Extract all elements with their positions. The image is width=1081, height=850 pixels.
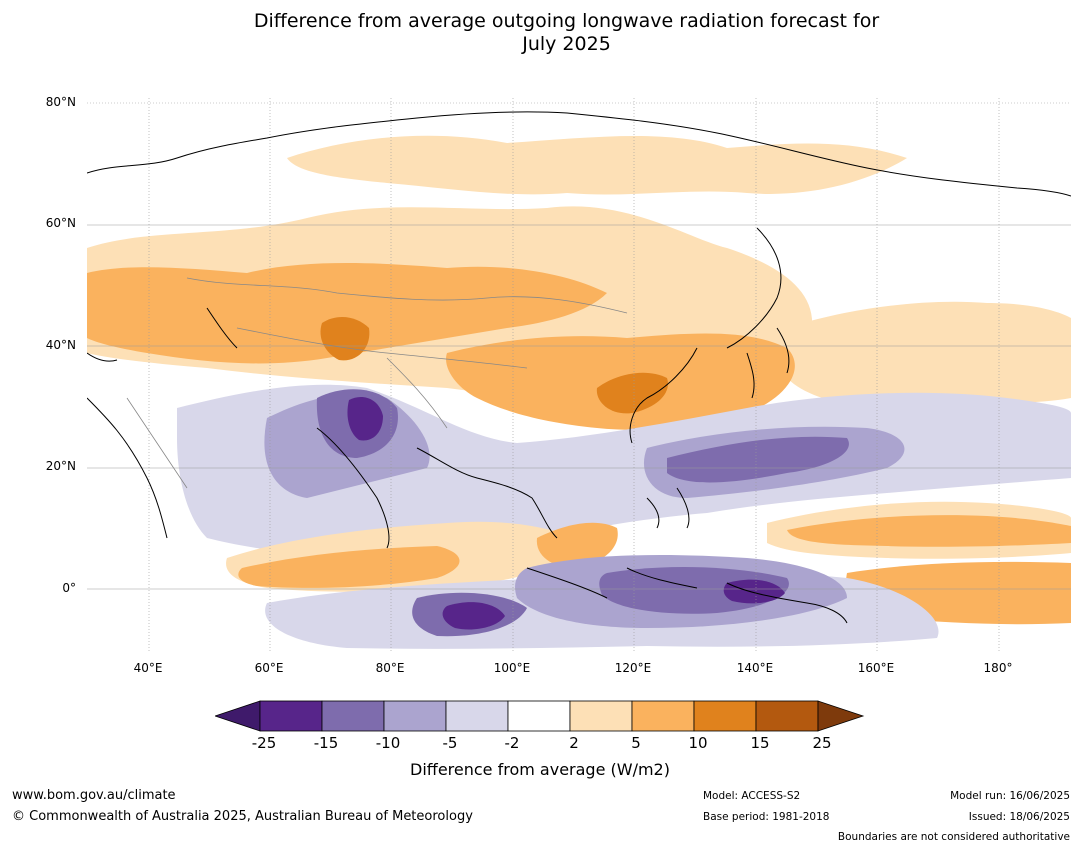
lat-label-40n: 40°N (45, 338, 76, 352)
colorbar-swatch (259, 700, 323, 732)
model-name: Model: ACCESS-S2 (703, 790, 801, 802)
copyright-text: © Commonwealth of Australia 2025, Austra… (12, 809, 473, 824)
anomaly-map (86, 97, 1072, 652)
colorbar-swatch (445, 700, 509, 732)
title-line-2: July 2025 (522, 33, 611, 55)
colorbar-swatch (631, 700, 695, 732)
lon-label-180: 180° (983, 661, 1013, 675)
anomaly-region-mid-purple-pacific (667, 436, 849, 483)
anomaly-region-dark-orange-china (596, 372, 668, 414)
lon-label-100e: 100°E (493, 661, 531, 675)
boundaries-disclaimer: Boundaries are not considered authoritat… (837, 831, 1070, 843)
colorbar-label: 10 (688, 734, 708, 752)
colorbar-label: -10 (375, 734, 401, 752)
anomaly-region-light-orange-arctic (287, 135, 907, 195)
lat-label-60n: 60°N (45, 216, 76, 230)
lon-label-40e: 40°E (133, 661, 163, 675)
lon-label-140e: 140°E (736, 661, 774, 675)
colorbar-label: -15 (313, 734, 339, 752)
colorbar-label: -2 (504, 734, 520, 752)
website-link[interactable]: www.bom.gov.au/climate (12, 788, 176, 803)
map-canvas (87, 98, 1071, 651)
colorbar-swatch (321, 700, 385, 732)
colorbar-arrow-low (213, 700, 261, 732)
colorbar-swatch (755, 700, 819, 732)
base-period: Base period: 1981-2018 (703, 811, 830, 823)
anomaly-region-light-orange-pacific (787, 301, 1071, 405)
colorbar (213, 700, 867, 732)
colorbar-swatch (383, 700, 447, 732)
lon-label-60e: 60°E (254, 661, 284, 675)
lat-label-80n: 80°N (45, 95, 76, 109)
colorbar-swatch (569, 700, 633, 732)
anomaly-region-orange-south-china-sea (536, 522, 618, 568)
lat-label-0: 0° (62, 581, 76, 595)
anomaly-region-deep-purple-south-indian (442, 602, 505, 630)
colorbar-label: -5 (442, 734, 458, 752)
coastlines (87, 111, 1071, 624)
model-run-date: Model run: 16/06/2025 (950, 790, 1070, 802)
lon-label-120e: 120°E (614, 661, 652, 675)
colorbar-label: 25 (812, 734, 832, 752)
colorbar-label: 5 (631, 734, 641, 752)
anomaly-region-moderate-orange-west-pacific (787, 515, 1071, 547)
colorbar-swatch (693, 700, 757, 732)
colorbar-title: Difference from average (W/m2) (410, 760, 670, 779)
colorbar-label: 2 (569, 734, 579, 752)
country-boundaries (126, 277, 628, 489)
anomaly-region-deep-purple-india (347, 396, 383, 441)
anomaly-region-orange-central-asia (87, 263, 607, 364)
colorbar-svg (213, 700, 865, 732)
map-title: Difference from average outgoing longwav… (0, 10, 1081, 56)
lat-label-20n: 20°N (45, 459, 76, 473)
title-line-1: Difference from average outgoing longwav… (253, 10, 880, 32)
anomaly-region-moderate-orange-indian (238, 546, 460, 588)
anomaly-region-deep-purple-maritime (723, 579, 785, 604)
colorbar-label: -25 (251, 734, 277, 752)
issued-date: Issued: 18/06/2025 (968, 811, 1070, 823)
graticule (87, 98, 1071, 651)
colorbar-swatch (507, 700, 571, 732)
colorbar-arrow-high (817, 700, 865, 732)
lon-label-80e: 80°E (375, 661, 405, 675)
colorbar-label: 15 (750, 734, 770, 752)
lon-label-160e: 160°E (857, 661, 895, 675)
